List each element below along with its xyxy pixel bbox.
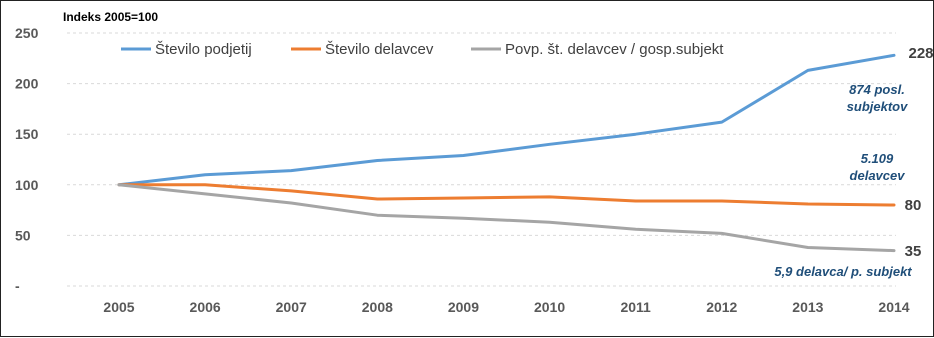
- legend-label: Število podjetij: [155, 41, 252, 58]
- y-axis-ticks: - 50 100 150 200 250: [15, 25, 39, 294]
- annotation-text: 5,9 delavca/ p. subjekt: [774, 264, 912, 279]
- x-tick-label: 2011: [620, 299, 651, 315]
- series-line-1: [117, 53, 896, 187]
- x-tick-label: 2008: [362, 299, 393, 315]
- y-tick-label: -: [15, 278, 20, 294]
- x-tick-label: 2014: [878, 299, 909, 315]
- x-tick-label: 2005: [103, 299, 134, 315]
- annotation-text: subjektov: [847, 99, 908, 114]
- y-tick-label: 100: [15, 177, 39, 193]
- legend-label: Število delavcev: [325, 41, 434, 58]
- series-line-3: [117, 183, 896, 253]
- x-axis-ticks: 2005 2006 2007 2008 2009 2010 2011 2012 2013 2014: [103, 299, 909, 315]
- y-tick-label: 50: [15, 227, 31, 243]
- y-tick-label: 200: [15, 76, 39, 92]
- x-tick-label: 2007: [276, 299, 307, 315]
- end-label: 35: [905, 243, 922, 260]
- annotation-text: 874 posl.: [849, 82, 905, 97]
- index-note: Indeks 2005=100: [63, 10, 158, 24]
- series-line-2: [117, 183, 896, 207]
- y-tick-label: 150: [15, 126, 39, 142]
- end-label: 80: [905, 197, 922, 214]
- x-tick-label: 2006: [190, 299, 221, 315]
- end-labels: 228 80 35: [905, 45, 934, 260]
- x-tick-label: 2012: [706, 299, 737, 315]
- end-label: 228: [908, 45, 933, 62]
- annotation-text: 5.109: [861, 151, 894, 166]
- x-tick-label: 2013: [792, 299, 823, 315]
- series-lines: [117, 53, 896, 253]
- y-tick-label: 250: [15, 25, 39, 41]
- annotations: 874 posl. subjektov 5.109 delavcev 5,9 delav…: [774, 82, 912, 279]
- annotation-text: delavcev: [850, 168, 906, 183]
- x-tick-label: 2010: [534, 299, 565, 315]
- legend: Število podjetij Število delavcev Povp. št…: [121, 41, 724, 58]
- gridlines: [67, 32, 896, 287]
- x-tick-label: 2009: [448, 299, 479, 315]
- legend-label: Povp. št. delavcev / gosp.subjekt: [505, 41, 724, 58]
